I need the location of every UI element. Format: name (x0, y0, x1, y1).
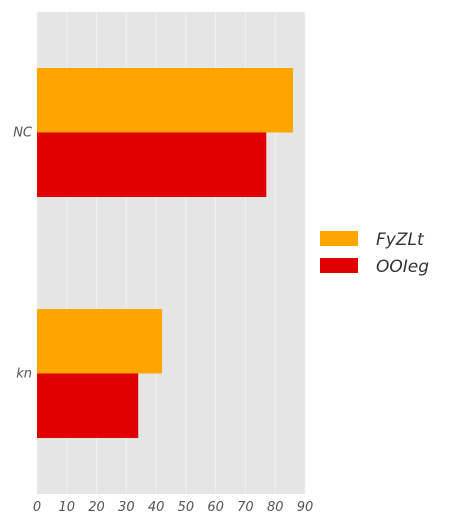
x-tick-label: 20 (88, 500, 105, 515)
bar-FyZLt-kn (37, 309, 163, 374)
legend-swatch (320, 258, 358, 273)
legend-label: OOIeg (376, 257, 429, 277)
x-tick-label: 10 (59, 500, 76, 515)
bar-FyZLt-NC (37, 68, 294, 133)
x-tick-label: 40 (148, 500, 165, 515)
y-axis-tick-labels: NC kn (13, 126, 33, 382)
legend-label: FyZLt (376, 230, 425, 250)
bars (37, 68, 294, 438)
x-tick-label: 80 (267, 500, 284, 515)
legend: FyZLt OOIeg (320, 230, 429, 277)
x-tick-label: 50 (178, 500, 195, 515)
x-tick-label: 30 (118, 500, 135, 515)
legend-swatch (320, 231, 358, 246)
x-tick-label: 70 (237, 500, 254, 515)
y-tick-label: kn (16, 367, 32, 382)
y-tick-label: NC (13, 126, 33, 141)
bar-OOIeg-kn (37, 373, 139, 438)
x-axis-tick-labels: 0 10 20 30 40 50 60 70 80 90 (33, 500, 313, 515)
x-tick-label: 60 (207, 500, 224, 515)
x-tick-label: 90 (297, 500, 314, 515)
x-tick-label: 0 (33, 500, 41, 515)
bar-OOIeg-NC (37, 132, 267, 197)
